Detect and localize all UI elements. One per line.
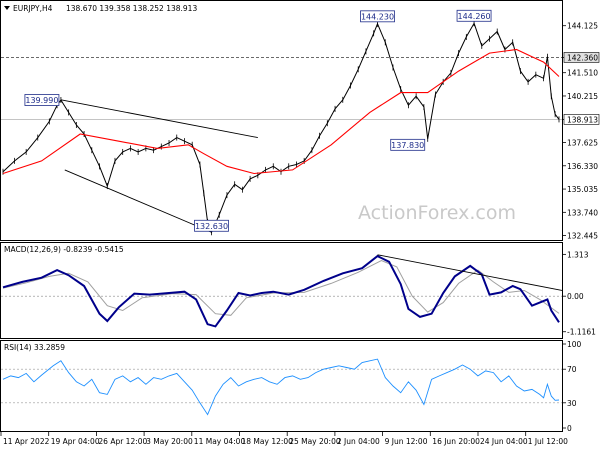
price-tick-label: 137.625 (567, 139, 598, 148)
callout-label: 144.230 (361, 12, 394, 21)
x-tick-label: 24 Jun 04:00 (480, 437, 528, 446)
moving-average-series (2, 48, 560, 175)
price-tick-label: 132.445 (567, 232, 598, 241)
price-tag-box (563, 52, 600, 63)
price-tick-label: 142.360 (567, 53, 598, 62)
price-reference-lines (1, 57, 562, 120)
rsi-line (2, 358, 560, 416)
price-series (2, 20, 560, 236)
trend-lines (60, 99, 258, 233)
price-header: EURJPY,H4 138.670 139.358 138.252 138.91… (4, 4, 197, 13)
price-line (2, 22, 560, 234)
dropdown-triangle-icon (4, 6, 10, 10)
ma-line (2, 48, 560, 175)
price-callouts: 139.990 132.630 144.230 137.830 144.260 (24, 9, 492, 232)
rsi-tick-label: 70 (567, 365, 577, 374)
price-tag-box (563, 114, 600, 125)
macd-y-ticks: 1.313 0.00 -1.1161 (562, 250, 596, 337)
callout-label: 144.260 (458, 12, 491, 21)
symbol-header: EURJPY,H4 (13, 4, 53, 13)
price-trendline-0 (60, 99, 258, 139)
macd-series (2, 254, 563, 328)
x-tick-label: 11 May 04:00 (194, 437, 246, 446)
x-tick-label: 3 May 20:00 (146, 437, 193, 446)
callout-box (194, 219, 229, 232)
rsi-tick-label: 100 (567, 340, 582, 349)
macd-tick-label: -1.1161 (567, 328, 596, 337)
price-tick-label: 138.913 (567, 115, 598, 124)
callout-box (360, 10, 395, 23)
callout-label: 139.990 (25, 96, 58, 105)
macd-tick-label: 0.00 (567, 292, 584, 301)
rsi-level-lines (1, 368, 562, 404)
rsi-panel-frame (0, 340, 563, 432)
macd-panel-frame (0, 242, 563, 339)
rsi-tick-label: 0 (567, 424, 572, 433)
rsi-title: RSI(14) 33.2859 (4, 343, 65, 352)
macd-title: MACD(12,26,9) -0.8239 -0.5415 (4, 245, 124, 254)
callout-label: 132.630 (195, 222, 228, 231)
macd-tick-label: 1.313 (567, 250, 589, 259)
callout-box (24, 94, 60, 106)
price-panel-frame (0, 0, 563, 241)
x-tick-label: 19 Apr 04:00 (51, 437, 100, 446)
x-tick-label: 11 Apr 2022 (3, 437, 50, 446)
callout-box (390, 138, 426, 151)
x-tick-label: 9 Jun 12:00 (385, 437, 428, 446)
x-tick-label: 16 Jun 20:00 (432, 437, 480, 446)
price-y-ticks: 144.125 142.360 141.510 140.215 138.913 137.6… (562, 22, 600, 241)
rsi-y-ticks: 100 70 30 0 (562, 340, 582, 433)
rsi-series (2, 358, 560, 416)
price-tick-label: 140.215 (567, 92, 598, 101)
x-tick-label: 2 Jun 04:00 (337, 437, 380, 446)
macd-line (2, 254, 560, 328)
price-tick-label: 141.510 (567, 69, 598, 78)
rsi-tick-label: 30 (567, 399, 577, 408)
ohlc-header: 138.670 139.358 138.252 138.913 (66, 4, 197, 13)
macd-trendline (377, 254, 563, 291)
watermark: ActionForex.com (358, 202, 516, 224)
callout-label: 137.830 (391, 141, 424, 150)
macd-signal-line (2, 259, 560, 316)
price-tick-label: 136.330 (567, 162, 598, 171)
callout-box (456, 9, 492, 22)
price-tick-label: 133.740 (567, 208, 598, 217)
x-tick-label: 25 May 20:00 (289, 437, 341, 446)
price-tick-label: 135.035 (567, 185, 598, 194)
x-tick-label: 26 Apr 12:00 (98, 437, 147, 446)
price-trendline-1 (64, 169, 212, 233)
x-tick-label: 1 Jul 12:00 (528, 437, 568, 446)
price-tick-label: 144.125 (567, 22, 598, 31)
x-tick-label: 18 May 12:00 (242, 437, 294, 446)
